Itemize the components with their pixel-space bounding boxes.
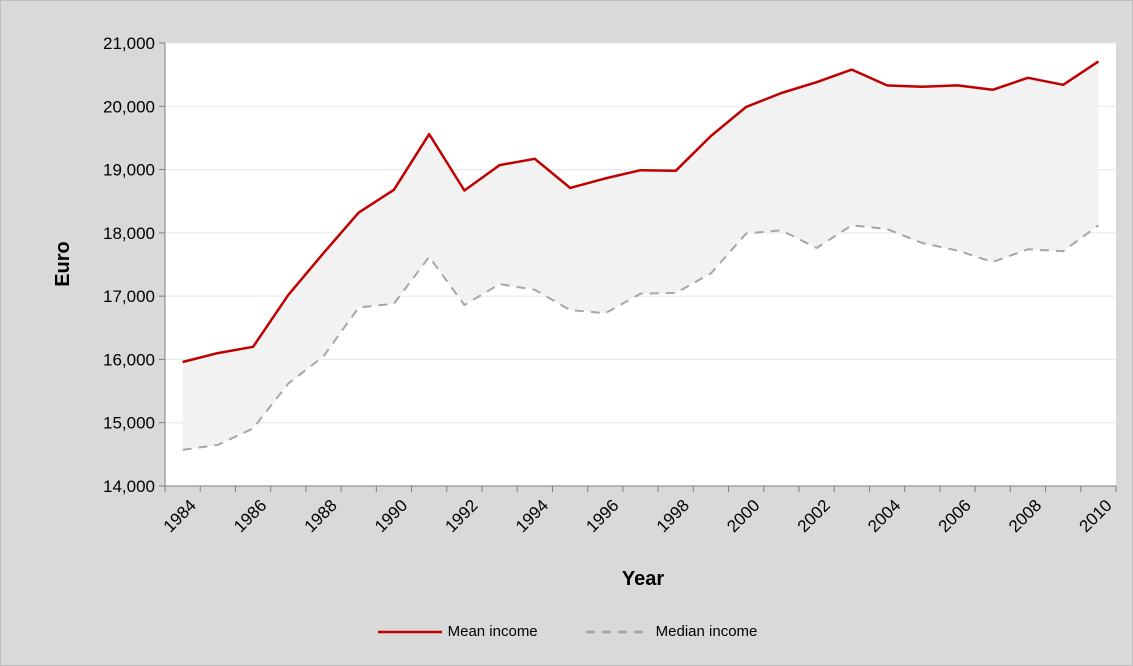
x-tick-label: 2008 <box>1005 496 1045 536</box>
x-tick-label: 1990 <box>371 496 411 536</box>
x-tick-label: 1998 <box>653 496 693 536</box>
chart-svg: 14,000 15,000 16,000 17,000 18,000 19,000 20,0… <box>1 1 1133 621</box>
x-tick-label: 2010 <box>1076 496 1116 536</box>
legend: Mean income Median income <box>1 623 1133 640</box>
x-tick-label: 2006 <box>935 496 975 536</box>
y-tick-label: 17,000 <box>103 287 155 306</box>
y-axis-title: Euro <box>52 241 74 287</box>
legend-label-median: Median income <box>656 623 758 640</box>
y-tick-label: 16,000 <box>103 350 155 369</box>
legend-item-median: Median income <box>586 623 758 640</box>
x-tick-label: 2000 <box>723 496 763 536</box>
x-tick-label: 1996 <box>582 496 622 536</box>
legend-label-mean: Mean income <box>448 623 538 640</box>
x-tick-label: 1984 <box>160 496 200 536</box>
x-tick-label: 2004 <box>864 496 904 536</box>
x-tick-label: 1994 <box>512 496 552 536</box>
y-tick-label: 18,000 <box>103 224 155 243</box>
legend-item-mean: Mean income <box>378 623 538 640</box>
x-tick-label: 2002 <box>794 496 834 536</box>
y-tick-label: 19,000 <box>103 161 155 180</box>
y-tick-label: 14,000 <box>103 477 155 496</box>
y-tick-label: 21,000 <box>103 34 155 53</box>
legend-swatch-median <box>586 627 650 637</box>
x-tick-label: 1988 <box>301 496 341 536</box>
x-axis-title: Year <box>622 568 664 590</box>
legend-swatch-mean <box>378 627 442 637</box>
y-tick-label: 15,000 <box>103 414 155 433</box>
y-tick-label: 20,000 <box>103 97 155 116</box>
x-tick-label: 1992 <box>442 496 482 536</box>
x-tick-label: 1986 <box>230 496 270 536</box>
